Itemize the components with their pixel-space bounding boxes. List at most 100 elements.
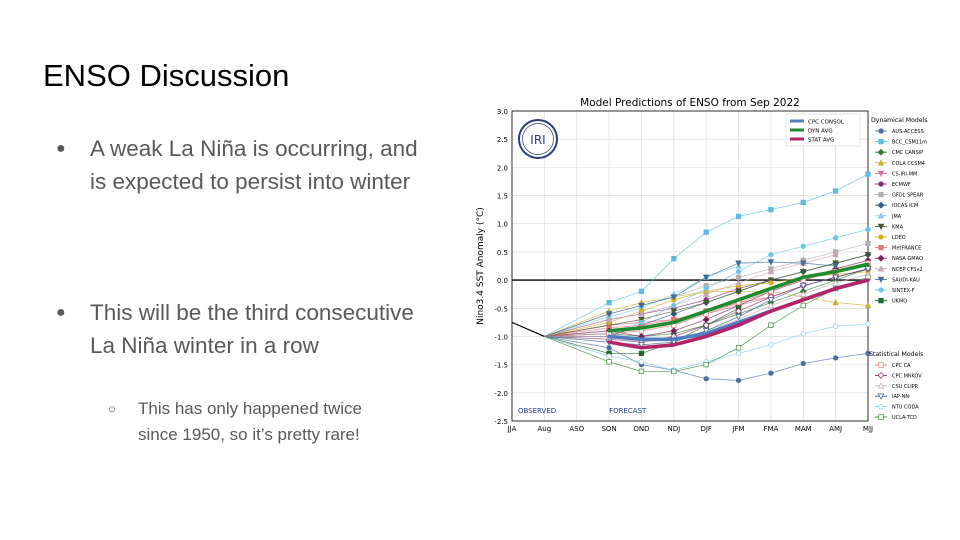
dynamical-model-point [605, 311, 613, 318]
dynamical-model-line-cmc-cansip [544, 268, 869, 337]
y-tick-label: -1.0 [494, 333, 508, 341]
dynamical-model-point [671, 302, 677, 309]
y-tick-label: 2.0 [497, 164, 508, 172]
dynamical-model-line-bcc-csm11m [544, 173, 869, 337]
dynamical-legend-marker [878, 297, 884, 304]
y-tick-label: 3.0 [497, 108, 508, 116]
dynamical-legend-label: IOCAS ICM [892, 203, 918, 209]
y-tick-label: 0.0 [497, 277, 508, 285]
y-axis-label: Nino3.4 SST Anomaly (°C) [476, 207, 486, 325]
statistical-model-point [865, 321, 871, 327]
statistical-model-point [832, 279, 839, 286]
statistical-legend-marker [877, 382, 885, 389]
dynamical-legend-label: CMC CANSIP [892, 150, 923, 156]
dynamical-model-point [865, 171, 871, 177]
dynamical-legend-label: JMA [891, 214, 902, 220]
dynamical-legend-marker [877, 212, 885, 219]
dynamical-legend-marker [877, 265, 885, 272]
statistical-legend-marker [878, 414, 884, 420]
dynamical-model-point [606, 345, 612, 351]
iri-logo-ring [522, 123, 554, 155]
y-tick-label: -0.5 [494, 305, 508, 313]
dynamical-legend-label: SINTEX-F [892, 288, 915, 294]
y-tick-label: -2.0 [494, 390, 508, 398]
x-tick-label: AMJ [829, 425, 842, 433]
dynamical-model-point [865, 240, 871, 247]
average-line-dyn-avg [607, 262, 870, 333]
dynamical-model-point [638, 350, 645, 357]
forecast-label: FORECAST [609, 407, 647, 415]
dynamical-model-point [800, 243, 806, 249]
dynamical-model-point [768, 206, 774, 213]
dynamical-model-point [767, 259, 775, 266]
dynamical-legend-marker [878, 181, 884, 187]
dynamical-model-point [638, 302, 645, 310]
y-tick-label: 0.5 [497, 249, 508, 257]
dynamical-model-point [735, 268, 742, 275]
statistical-model-point [671, 368, 677, 375]
dynamical-model-point [832, 235, 839, 241]
dynamical-model-point [800, 199, 806, 205]
y-tick-label: -2.5 [494, 418, 508, 426]
dynamical-model-point [800, 360, 806, 367]
dynamical-legend-marker [878, 234, 884, 240]
dynamical-model-point [865, 226, 871, 233]
bullet-dot: ● [56, 304, 66, 321]
y-tick-label: 1.5 [497, 193, 508, 201]
statistical-model-point [767, 297, 775, 304]
dynamical-model-point [832, 251, 839, 258]
dynamical-model-point [671, 256, 677, 262]
dynamical-model-point [864, 301, 872, 309]
dynamical-legend-title: Dynamical Models [871, 117, 928, 124]
statistical-model-point [832, 274, 839, 281]
sub-bullet-ring: ○ [108, 401, 116, 416]
x-tick-label: OND [633, 425, 649, 433]
dynamical-model-point [670, 294, 678, 301]
slide-title: ENSO Discussion [43, 58, 290, 93]
dynamical-model-point [702, 290, 710, 297]
statistical-legend-label: CPC MRKOV [892, 373, 922, 379]
statistical-model-point [606, 353, 612, 359]
statistical-model-point [703, 361, 709, 368]
average-legend-label: DYN AVG [808, 128, 833, 134]
dynamical-legend-label: KMA [892, 224, 904, 230]
dynamical-model-point [605, 315, 613, 323]
statistical-model-point [735, 307, 742, 315]
dynamical-model-point [864, 252, 872, 259]
dynamical-model-point [768, 370, 774, 376]
dynamical-legend-label: NASA GMAO [892, 256, 923, 262]
statistical-legend-label: CPC CA [892, 363, 911, 369]
statistical-legend-marker [878, 362, 884, 368]
x-tick-label: ASO [569, 425, 584, 433]
dynamical-legend-marker [878, 191, 884, 198]
statistical-legend-marker [877, 393, 885, 400]
dynamical-legend-label: CS-IRI-MM [892, 171, 917, 177]
statistical-model-point [767, 301, 775, 309]
dynamical-legend-marker [878, 138, 884, 145]
dynamical-legend-label: SAUDI-KAU [892, 277, 920, 283]
dynamical-model-point [799, 260, 807, 267]
dynamical-model-point [702, 274, 710, 281]
dynamical-legend-label: COLA CCSM4 [892, 161, 925, 167]
bullet-weak-la-nina: ● A weak La Niña is occurring, and is ex… [56, 132, 420, 198]
statistical-model-point [768, 342, 774, 348]
dynamical-legend-marker [877, 159, 885, 166]
statistical-model-point [864, 266, 872, 273]
statistical-legend-label: NTU CODA [892, 405, 919, 411]
dynamical-model-point [670, 308, 678, 315]
dynamical-model-point [832, 355, 839, 361]
dynamical-model-point [768, 280, 774, 286]
enso-chart: Model Predictions of ENSO from Sep 2022 3… [470, 94, 930, 434]
iri-logo-icon [518, 119, 558, 159]
y-tick-label: 1.0 [497, 221, 508, 229]
x-tick-label: JFM [731, 425, 744, 433]
statistical-model-point [735, 345, 742, 351]
dynamical-legend-marker [877, 148, 885, 156]
statistical-model-point [735, 350, 742, 357]
bullet-third-la-nina: ● This will be the third consecutive La … [56, 296, 420, 362]
statistical-model-line-ntu-coda [544, 323, 869, 371]
dynamical-model-point [735, 260, 742, 267]
dynamical-model-point [638, 319, 645, 326]
bullet-text: This will be the third consecutive La Ni… [90, 300, 414, 358]
observed-label: OBSERVED [518, 407, 556, 415]
